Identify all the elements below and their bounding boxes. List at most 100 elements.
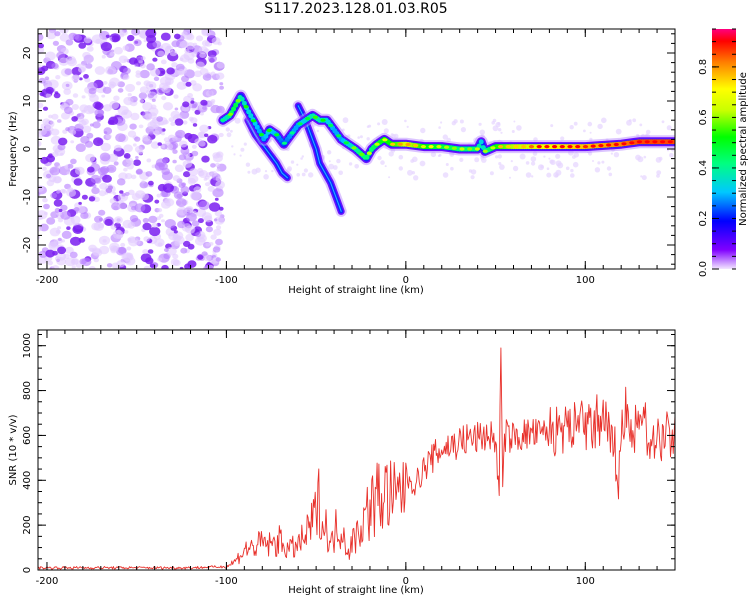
ridge-cell — [263, 133, 269, 139]
noise-blob — [86, 46, 94, 52]
halo-dot — [626, 119, 632, 126]
noise-blob — [119, 190, 124, 194]
halo-dot — [381, 119, 388, 125]
noise-blob — [139, 181, 149, 189]
halo-dot — [555, 174, 559, 178]
noise-blob — [200, 99, 208, 106]
halo-dot — [354, 164, 360, 169]
y-tick-label: 10 — [22, 95, 33, 108]
noise-blob — [123, 96, 134, 106]
noise-blob — [65, 127, 70, 132]
noise-blob — [66, 226, 71, 231]
halo-dot — [245, 162, 251, 167]
noise-blob — [88, 266, 96, 269]
noise-blob — [92, 248, 103, 257]
halo-dot — [301, 172, 306, 177]
noise-blob — [75, 262, 83, 268]
noise-blob — [49, 127, 54, 131]
noise-blob — [91, 34, 103, 44]
noise-blob — [108, 116, 119, 126]
noise-blob — [182, 101, 190, 108]
ridge-peak — [374, 142, 380, 146]
noise-blob — [173, 94, 179, 99]
noise-blob — [59, 152, 64, 156]
chart-title: S117.2023.128.01.03.R05 — [264, 1, 448, 17]
noise-blob — [210, 170, 218, 177]
halo-dot — [453, 119, 458, 124]
x-tick-label: -200 — [36, 275, 59, 286]
halo-dot — [225, 127, 230, 132]
noise-blob — [183, 171, 191, 178]
noise-blob — [105, 65, 117, 75]
noise-blob — [39, 92, 45, 97]
noise-blob — [213, 228, 222, 236]
halo-dot — [510, 160, 513, 163]
colorbar-tick-label: 0.4 — [698, 160, 709, 176]
noise-blob — [38, 64, 42, 69]
noise-blob — [152, 40, 162, 48]
halo-dot — [450, 166, 454, 171]
noise-blob — [131, 174, 137, 180]
halo-dot — [597, 123, 603, 130]
noise-blob — [147, 249, 154, 254]
noise-blob — [105, 34, 110, 38]
noise-blob — [58, 208, 63, 213]
halo-dot — [530, 156, 537, 162]
ridge-peak — [575, 145, 581, 149]
noise-blob — [38, 255, 48, 264]
noise-blob — [106, 263, 113, 268]
noise-blob — [154, 162, 165, 171]
x-tick-label: 100 — [576, 275, 595, 286]
halo-dot — [606, 166, 612, 171]
colorbar-tick-label: 0.0 — [698, 261, 709, 277]
halo-dot — [497, 154, 502, 159]
noise-blob — [214, 210, 222, 217]
noise-blob — [174, 33, 181, 40]
noise-blob — [67, 187, 74, 193]
noise-blob — [143, 265, 151, 269]
halo-dot — [437, 154, 441, 157]
ridge-peak — [582, 145, 589, 149]
halo-dot — [234, 117, 241, 124]
noise-blob — [101, 94, 106, 98]
halo-dot — [601, 117, 607, 124]
noise-blob — [134, 239, 141, 245]
noise-blob — [52, 151, 59, 157]
noise-blob — [140, 63, 146, 69]
noise-blob — [176, 206, 188, 216]
noise-blob — [208, 242, 214, 246]
noise-blob — [126, 246, 132, 251]
noise-blob — [127, 222, 136, 229]
ridge-cell — [476, 143, 482, 149]
ridge-peak — [544, 145, 550, 149]
x-tick-label: 100 — [576, 576, 595, 587]
noise-blob — [104, 184, 116, 194]
ridge-cell — [239, 96, 245, 102]
halo-dot — [410, 159, 415, 163]
noise-blob — [66, 171, 71, 175]
noise-blob — [85, 63, 93, 69]
noise-blob — [65, 83, 70, 87]
ridge-cell — [233, 102, 239, 108]
noise-blob — [45, 86, 54, 94]
noise-blob — [78, 42, 86, 49]
halo-dot — [557, 162, 564, 169]
noise-blob — [219, 82, 224, 86]
ridge-peak — [243, 105, 249, 109]
noise-blob — [70, 129, 77, 135]
halo-dot — [492, 118, 497, 123]
noise-blob — [174, 118, 184, 126]
noise-blob — [72, 93, 79, 98]
noise-blob — [121, 252, 133, 262]
noise-blob — [72, 225, 84, 234]
halo-dot — [546, 167, 550, 170]
y-tick-label: 800 — [22, 381, 33, 400]
noise-blob — [185, 81, 192, 87]
noise-blob — [131, 193, 141, 201]
ridge-peak — [274, 133, 280, 137]
noise-blob — [174, 240, 181, 246]
halo-dot — [413, 175, 419, 181]
ridge-cell — [364, 154, 370, 160]
noise-blob — [87, 166, 95, 173]
halo-dot — [531, 175, 534, 178]
